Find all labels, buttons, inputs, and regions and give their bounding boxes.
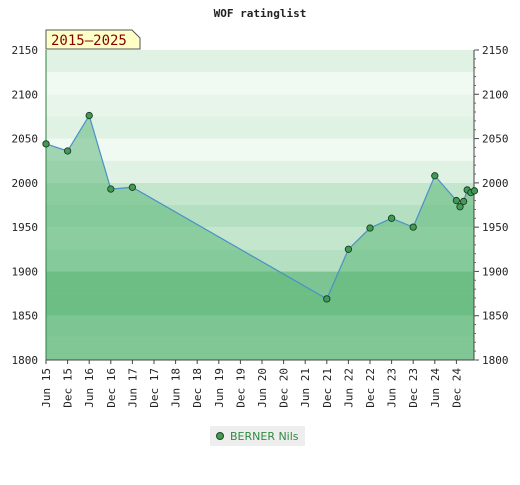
x-tick-label: Jun 22	[342, 368, 355, 408]
data-point	[85, 111, 93, 120]
data-markers	[42, 111, 479, 303]
data-point	[63, 147, 72, 155]
y-tick-label-right: 1850	[482, 310, 509, 323]
x-tick-label: Dec 21	[321, 368, 334, 408]
band	[46, 94, 474, 117]
data-point	[323, 295, 331, 303]
x-tick-label: Jun 20	[256, 368, 269, 408]
x-axis: Jun 15 Dec 15 Jun 16 Dec 16 Jun 17 Dec 17 Jun …	[40, 360, 463, 408]
year-range-badge: 2015–2025	[45, 29, 141, 50]
y-tick-label-right: 1900	[482, 265, 509, 278]
x-tick-label: Dec 18	[191, 368, 204, 408]
y-tick-label-right: 2050	[482, 133, 509, 146]
data-point	[470, 187, 479, 195]
legend[interactable]: BERNER Nils	[210, 426, 305, 446]
chart-title: WOF ratinglist	[214, 7, 307, 20]
x-tick-label: Dec 19	[234, 368, 247, 408]
y-tick-label-left: 1900	[12, 265, 39, 278]
x-tick-label: Dec 16	[105, 368, 118, 408]
x-tick-label: Jun 18	[170, 368, 183, 408]
badge-label: 2015–2025	[51, 33, 127, 49]
badge-background	[45, 29, 141, 50]
y-tick-label-right: 2150	[482, 44, 509, 57]
band	[46, 116, 474, 139]
data-point	[387, 214, 396, 222]
y-tick-label-right: 1950	[482, 221, 509, 234]
data-point	[431, 172, 439, 180]
y-tick-label-left: 1850	[12, 310, 39, 323]
y-tick-label-left: 1950	[12, 221, 39, 234]
data-point	[456, 203, 464, 211]
data-point	[409, 223, 417, 231]
y-axis-left: 1800 1850 1900 1950 2000 2050 2100 2150	[12, 44, 39, 367]
y-tick-label-left: 2050	[12, 133, 39, 146]
data-point	[344, 245, 353, 253]
rating-area	[46, 115, 475, 360]
x-tick-label: Jun 19	[213, 368, 226, 408]
y-tick-label-right: 2100	[482, 88, 509, 101]
legend-label: BERNER Nils	[230, 429, 299, 443]
x-tick-label: Dec 20	[278, 368, 291, 408]
x-tick-label: Jun 24	[429, 368, 442, 408]
x-tick-label: Jun 21	[299, 368, 312, 408]
band	[46, 138, 474, 161]
x-tick-label: Dec 23	[407, 368, 420, 408]
x-tick-label: Jun 16	[83, 368, 96, 408]
y-axis-right: 1800 1850 1900 1950 2000 2050 2100 2150	[474, 44, 509, 367]
y-tick-label-left: 2150	[12, 44, 39, 57]
x-tick-label: Dec 15	[62, 368, 75, 408]
data-point	[42, 140, 50, 148]
y-tick-label-right: 2000	[482, 177, 509, 190]
y-tick-label-right: 1800	[482, 354, 509, 367]
band	[46, 160, 474, 183]
band	[46, 50, 474, 73]
x-tick-label: Jun 17	[126, 368, 139, 408]
data-point	[128, 183, 137, 191]
y-tick-label-left: 1800	[12, 354, 39, 367]
axes	[45, 50, 475, 361]
x-tick-label: Dec 17	[148, 368, 161, 408]
x-tick-label: Jun 15	[40, 368, 53, 408]
x-tick-label: Dec 22	[364, 368, 377, 408]
data-point	[107, 185, 115, 193]
x-tick-label: Jun 23	[386, 368, 399, 408]
x-tick-label: Dec 24	[450, 368, 463, 408]
legend-swatch	[216, 432, 224, 440]
band	[46, 72, 474, 95]
y-tick-label-left: 2000	[12, 177, 39, 190]
y-tick-label-left: 2100	[12, 88, 39, 101]
data-point	[366, 224, 374, 232]
data-point	[452, 196, 461, 205]
data-point	[459, 197, 468, 206]
